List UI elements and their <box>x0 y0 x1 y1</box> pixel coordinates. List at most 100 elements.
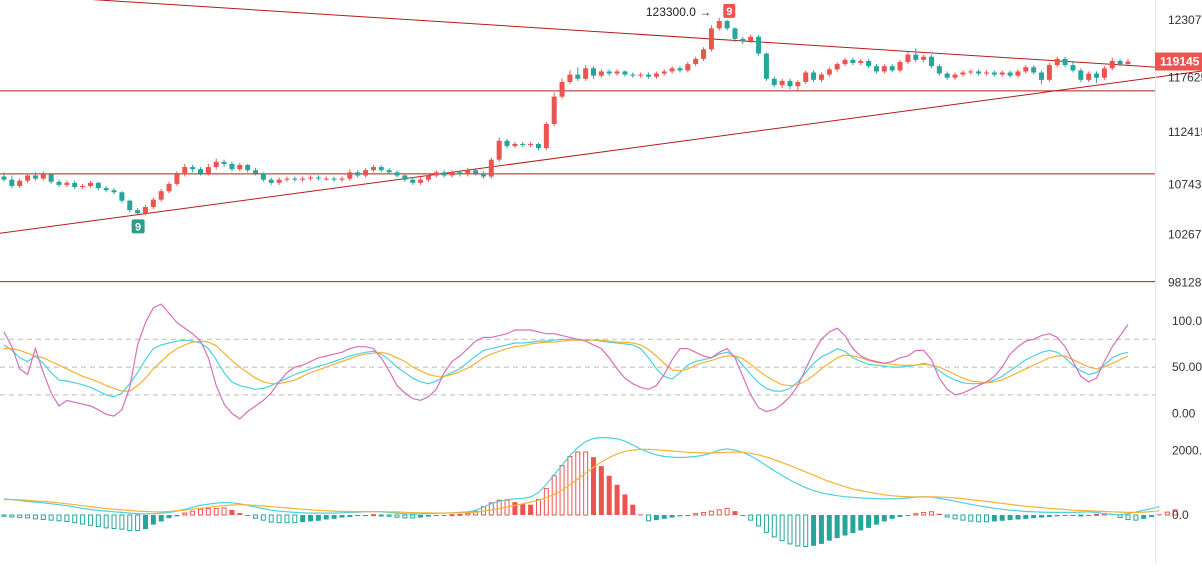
macd-hist-bar <box>881 515 887 522</box>
candle-body <box>551 96 557 124</box>
candle <box>1070 60 1076 73</box>
candle <box>127 199 133 213</box>
candle-body <box>913 54 919 60</box>
candle-body <box>363 170 369 176</box>
macd-panel <box>1 436 1178 547</box>
candle <box>237 162 243 172</box>
macd-hist-bar <box>999 515 1005 521</box>
macd-hist-bar <box>795 514 801 547</box>
candle-body <box>504 140 510 147</box>
macd-dea-line <box>4 448 1160 514</box>
macd-hist-bar <box>873 515 879 525</box>
macd-hist-bar <box>693 513 699 516</box>
candle <box>1109 57 1115 71</box>
candle <box>449 170 455 178</box>
macd-hist-bar <box>583 451 589 516</box>
macd-hist-bar <box>1117 514 1123 519</box>
macd-hist-bar <box>811 515 817 546</box>
candle <box>363 168 369 178</box>
candle-body <box>300 178 306 180</box>
candle-body <box>669 68 675 72</box>
candle <box>646 72 652 79</box>
candle-body <box>268 179 274 183</box>
candle-body <box>496 140 502 160</box>
macd-hist-bar <box>32 514 38 520</box>
macd-hist-bar <box>457 513 463 516</box>
candle-body <box>952 74 958 78</box>
candle-body <box>480 173 486 177</box>
macd-hist-bar <box>40 514 46 520</box>
candle <box>488 157 494 179</box>
candle <box>724 19 730 31</box>
candle-body <box>826 69 832 75</box>
candle-body <box>630 74 636 76</box>
candle <box>17 178 23 189</box>
candle <box>1062 56 1068 68</box>
candle-body <box>991 72 997 75</box>
candle <box>1039 70 1045 85</box>
candle <box>630 72 636 78</box>
candle-body <box>795 81 801 87</box>
macd-hist-bar <box>135 514 141 531</box>
macd-hist-bar <box>292 514 298 524</box>
candle-body <box>182 167 188 175</box>
candle-body <box>748 36 754 41</box>
trendlines <box>0 0 1202 234</box>
candle <box>661 69 667 76</box>
macd-hist-bar <box>473 510 479 516</box>
candle-body <box>999 72 1005 75</box>
macd-hist-bar <box>575 451 581 516</box>
candle <box>370 164 376 173</box>
candle-body <box>418 179 424 183</box>
candle <box>685 61 691 73</box>
candle-body <box>567 74 573 82</box>
macd-hist-bar <box>866 515 872 528</box>
candle <box>308 175 314 181</box>
candle-body <box>142 206 148 214</box>
macd-hist-bar <box>677 515 683 517</box>
candle-body <box>614 71 620 74</box>
candle-body <box>716 21 722 29</box>
macd-hist-bar <box>253 514 259 519</box>
candle <box>787 78 793 90</box>
candle <box>795 79 801 91</box>
candle <box>323 176 329 181</box>
candle <box>543 121 549 151</box>
candle <box>944 71 950 80</box>
candle-body <box>488 159 494 177</box>
macd-hist-bar <box>716 509 722 516</box>
candle <box>150 197 156 210</box>
candle-body <box>237 164 243 170</box>
candle-body <box>425 175 431 180</box>
candle-body <box>708 28 714 50</box>
macd-hist-bar <box>449 514 455 517</box>
macd-hist-bar <box>1133 514 1139 521</box>
macd-hist-bar <box>80 514 86 525</box>
candle <box>614 69 620 76</box>
macd-hist-bar <box>9 514 15 518</box>
candle-body <box>190 167 196 170</box>
macd-hist-bar <box>496 499 502 516</box>
candle <box>355 170 361 178</box>
candle-body <box>150 199 156 207</box>
candle <box>410 177 416 185</box>
macd-hist-bar <box>1149 515 1155 517</box>
annotations: 123300.0 → 9 9 <box>131 3 736 234</box>
macd-hist-bar <box>300 515 306 523</box>
macd-hist-bar <box>190 510 196 516</box>
macd-hist-bar <box>1015 515 1021 520</box>
candle <box>1125 58 1131 67</box>
macd-hist-bar <box>1023 515 1029 519</box>
candle <box>174 171 180 186</box>
macd-hist-bar <box>936 513 942 515</box>
macd-hist-bar <box>724 508 730 516</box>
high-signal-box <box>723 3 736 18</box>
candle-body <box>158 191 164 200</box>
candle <box>606 69 612 76</box>
macd-hist-bar <box>708 510 714 516</box>
macd-hist-bar <box>237 513 243 515</box>
macd-hist-bar <box>127 514 133 531</box>
candle-body <box>1015 71 1021 76</box>
